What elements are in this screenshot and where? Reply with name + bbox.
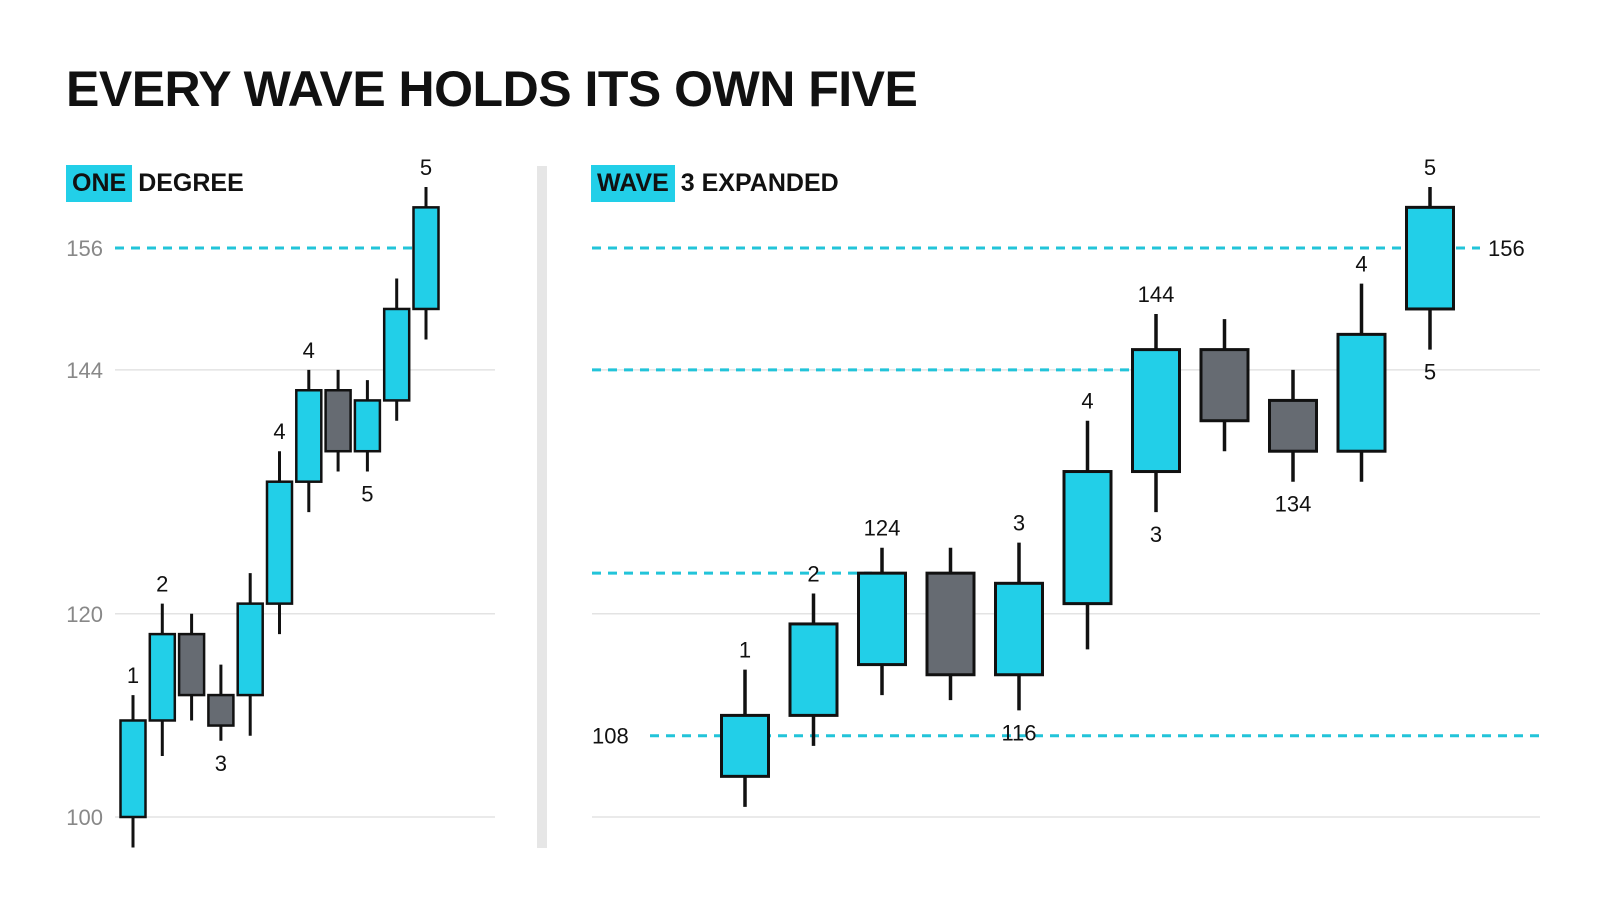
right-wave-annotation: 4	[1081, 389, 1093, 414]
right-wave-annotation: 144	[1138, 282, 1175, 307]
right-panel-label: WAVE 3 EXPANDED	[591, 165, 839, 202]
right-wave-annotation: 116	[1001, 720, 1036, 745]
right-candle-body	[1268, 398, 1318, 453]
left-y-tick-label: 100	[66, 805, 103, 830]
right-candle-body	[1131, 348, 1181, 474]
right-wave-annotation: 4	[1355, 252, 1367, 277]
left-candle-body	[324, 389, 352, 453]
right-candle-body	[1062, 470, 1113, 606]
right-wave-annotation: 124	[864, 516, 901, 541]
right-candle-body	[994, 581, 1044, 677]
left-candle-body	[265, 480, 294, 605]
right-wave-annotation: 3	[1150, 522, 1162, 547]
right-wave-annotation: 5	[1424, 155, 1436, 180]
left-panel-label: ONE DEGREE	[66, 165, 244, 202]
right-wave-annotation: 5	[1424, 360, 1436, 385]
right-wave-annotation: 3	[1013, 511, 1025, 536]
left-wave-annotation: 4	[273, 419, 285, 444]
right-level-label: 156	[1488, 236, 1525, 261]
right-panel-label-text: 3 EXPANDED	[680, 169, 839, 197]
right-candle-body	[788, 622, 839, 717]
right-wave-annotation: 1	[739, 638, 751, 663]
left-wave-annotation: 5	[420, 155, 432, 180]
right-candle-body	[1405, 205, 1455, 311]
left-candle-body	[382, 307, 411, 402]
panel-divider	[537, 166, 547, 848]
left-wave-annotation: 4	[303, 338, 315, 363]
left-candle-body	[119, 719, 147, 819]
left-candle-body	[207, 693, 235, 727]
left-y-tick-label: 156	[66, 236, 103, 261]
left-wave-annotation: 2	[156, 572, 168, 597]
left-y-tick-label: 144	[66, 358, 103, 383]
right-panel-label-highlight: WAVE	[591, 165, 675, 202]
right-wave-annotation: 2	[807, 561, 819, 586]
right-candle-body	[925, 571, 976, 677]
left-wave-annotation: 1	[127, 663, 139, 688]
left-wave-annotation: 5	[361, 482, 373, 507]
left-candle-body	[353, 399, 382, 453]
left-panel-label-text: DEGREE	[138, 169, 244, 197]
left-candle-body	[148, 632, 177, 722]
left-wave-annotation: 3	[215, 751, 227, 776]
left-candle-body	[412, 206, 440, 311]
right-level-label: 108	[592, 724, 629, 749]
chart-title: EVERY WAVE HOLDS ITS OWN FIVE	[66, 61, 918, 117]
left-candle-body	[177, 632, 206, 697]
right-candle-body	[857, 571, 907, 667]
left-y-tick-label: 120	[66, 602, 103, 627]
right-candle-body	[1336, 332, 1387, 453]
left-candle-body	[295, 389, 323, 483]
left-candle-body	[236, 602, 264, 697]
right-wave-annotation: 134	[1275, 492, 1312, 517]
left-panel-label-highlight: ONE	[66, 165, 133, 202]
right-candle-body	[720, 713, 770, 778]
right-candle-body	[1199, 348, 1250, 423]
